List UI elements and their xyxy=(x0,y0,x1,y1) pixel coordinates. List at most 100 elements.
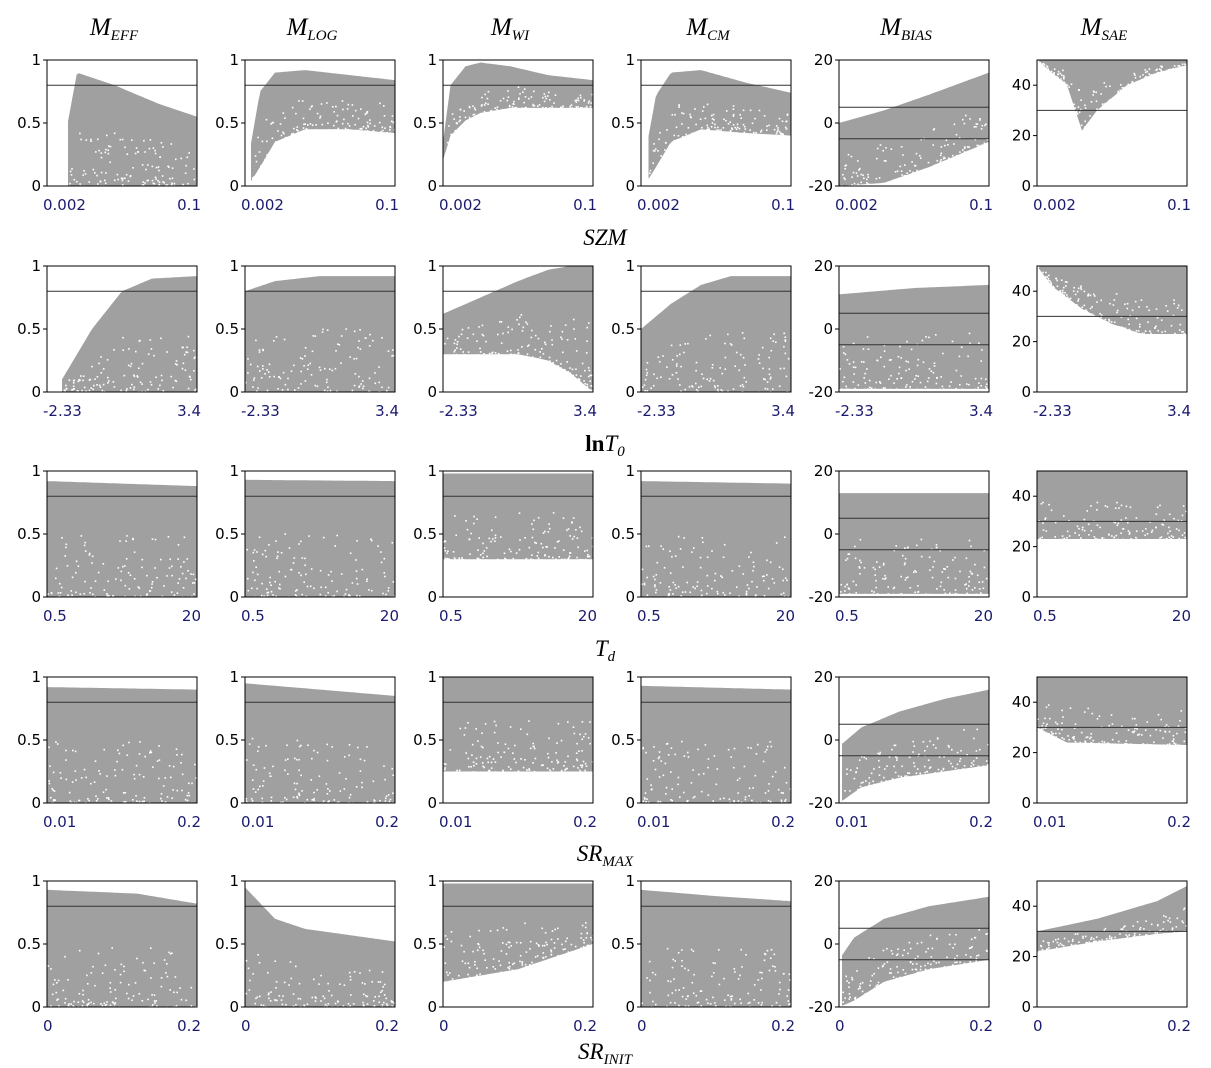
panel-td-sae: 0 20 40 0.5 20 xyxy=(1012,470,1191,625)
panel-srinit-eff: 0 0.5 1 0 0.2 xyxy=(17,872,201,1035)
column-header-sae: MSAE xyxy=(1080,14,1128,44)
point-cloud-speckle xyxy=(443,720,593,774)
x-tick-label-max: 0.2 xyxy=(573,1017,597,1035)
column-header-wi: MWI xyxy=(490,14,530,44)
y-tick-label: 40 xyxy=(1012,282,1031,300)
y-tick-label: 1 xyxy=(31,257,41,275)
panel-srmax-wi: 0 0.5 1 0.01 0.2 xyxy=(413,668,597,831)
y-tick-label: 20 xyxy=(814,51,833,69)
y-tick-label: 0 xyxy=(1021,383,1031,401)
y-tick-label: 1 xyxy=(427,668,437,686)
y-tick-label: 1 xyxy=(625,257,635,275)
x-tick-label-min: -2.33 xyxy=(835,402,874,420)
y-tick-label: 1 xyxy=(427,257,437,275)
point-cloud xyxy=(1037,266,1187,334)
panel-srinit-log: 0 0.5 1 0 0.2 xyxy=(215,872,399,1035)
panel-lnt0-sae: 0 20 40 -2.33 3.4 xyxy=(1012,265,1191,420)
y-tick-label: 0 xyxy=(31,998,41,1016)
y-tick-label: 20 xyxy=(1012,744,1031,762)
x-tick-label-min: 0 xyxy=(439,1017,449,1035)
y-tick-label: 0.5 xyxy=(17,320,41,338)
y-tick-label: 0 xyxy=(823,731,833,749)
y-tick-label: 0.5 xyxy=(611,525,635,543)
point-cloud-speckle xyxy=(844,728,989,792)
point-cloud-speckle xyxy=(246,533,395,597)
point-cloud xyxy=(1037,886,1187,952)
row-label-szm: SZM xyxy=(583,225,628,250)
x-tick-label-min: 0.002 xyxy=(1033,196,1076,214)
x-tick-label-min: 0.01 xyxy=(43,813,76,831)
x-tick-label-max: 20 xyxy=(182,607,201,625)
column-header-bias: MBIAS xyxy=(879,14,932,44)
panel-szm-sae: 0 20 40 0.002 0.1 xyxy=(1012,59,1191,214)
y-tick-label: 0.5 xyxy=(611,320,635,338)
point-cloud-speckle xyxy=(1037,704,1187,747)
point-cloud xyxy=(245,683,395,803)
x-tick-label-max: 20 xyxy=(380,607,399,625)
y-tick-label: 0 xyxy=(625,177,635,195)
row-label-srinit: SRINIT xyxy=(578,1039,634,1068)
y-tick-label: 20 xyxy=(1012,538,1031,556)
point-cloud-speckle xyxy=(47,535,197,597)
y-tick-label: 1 xyxy=(229,257,239,275)
point-cloud-speckle xyxy=(641,947,791,1007)
y-tick-label: 0.5 xyxy=(17,935,41,953)
panel-frame xyxy=(1036,470,1188,598)
point-cloud-speckle xyxy=(47,741,197,803)
y-tick-label: 0 xyxy=(427,794,437,812)
y-tick-label: 0 xyxy=(823,935,833,953)
panel-lnt0-wi: 0 0.5 1 -2.33 3.4 xyxy=(413,257,597,420)
point-cloud xyxy=(47,687,197,803)
y-tick-label: 0 xyxy=(1021,998,1031,1016)
point-cloud-speckle xyxy=(841,114,989,186)
x-tick-label-min: 0.5 xyxy=(835,607,859,625)
panel-frame xyxy=(1036,676,1188,804)
point-cloud xyxy=(245,887,395,1007)
point-cloud xyxy=(641,889,791,1007)
y-tick-label: 0 xyxy=(1021,794,1031,812)
point-cloud xyxy=(251,70,395,182)
panel-frame xyxy=(1036,880,1188,1008)
point-cloud xyxy=(641,481,791,597)
point-cloud xyxy=(68,73,197,186)
y-tick-label: 0 xyxy=(1021,177,1031,195)
point-cloud xyxy=(842,689,989,801)
x-tick-label-min: -2.33 xyxy=(241,402,280,420)
panel-srmax-bias: -20 0 20 0.01 0.2 xyxy=(809,668,994,831)
x-tick-label-max: 20 xyxy=(974,607,993,625)
y-tick-label: 0 xyxy=(229,383,239,401)
x-tick-label-max: 20 xyxy=(578,607,597,625)
y-tick-label: 1 xyxy=(625,462,635,480)
x-tick-label-min: 0.01 xyxy=(439,813,472,831)
column-header-cm: MCM xyxy=(685,14,731,44)
y-tick-label: 0.5 xyxy=(17,731,41,749)
panel-lnt0-cm: 0 0.5 1 -2.33 3.4 xyxy=(611,257,795,420)
point-cloud xyxy=(842,896,989,1006)
point-cloud-speckle xyxy=(47,947,197,1007)
point-cloud xyxy=(443,677,593,772)
panel-srinit-sae: 0 20 40 0 0.2 xyxy=(1012,880,1191,1035)
y-tick-label: 1 xyxy=(229,462,239,480)
panel-szm-log: 0 0.5 1 0.002 0.1 xyxy=(215,51,399,214)
y-tick-label: 0.5 xyxy=(413,114,437,132)
x-tick-label-max: 0.1 xyxy=(1167,196,1191,214)
point-cloud xyxy=(443,883,593,982)
y-tick-label: 0 xyxy=(427,383,437,401)
y-tick-label: 0 xyxy=(31,177,41,195)
y-tick-label: -20 xyxy=(809,998,834,1016)
y-tick-label: 20 xyxy=(814,462,833,480)
y-tick-label: 40 xyxy=(1012,897,1031,915)
point-cloud-speckle xyxy=(840,538,989,596)
panel-lnt0-log: 0 0.5 1 -2.33 3.4 xyxy=(215,257,399,420)
y-tick-label: 20 xyxy=(814,872,833,890)
panel-szm-cm: 0 0.5 1 0.002 0.1 xyxy=(611,51,795,214)
y-tick-label: 20 xyxy=(1012,127,1031,145)
point-cloud-speckle xyxy=(839,332,988,391)
x-tick-label-min: 0.01 xyxy=(637,813,670,831)
point-cloud-speckle xyxy=(1037,60,1187,128)
panel-szm-wi: 0 0.5 1 0.002 0.1 xyxy=(413,51,597,214)
x-tick-label-max: 20 xyxy=(1172,607,1191,625)
x-tick-label-min: 0.002 xyxy=(43,196,86,214)
x-tick-label-max: 0.2 xyxy=(177,1017,201,1035)
